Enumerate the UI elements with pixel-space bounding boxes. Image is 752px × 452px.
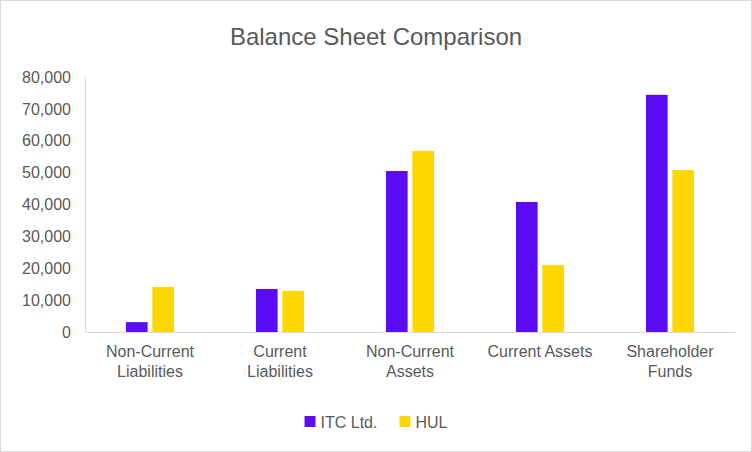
x-axis: Non-CurrentLiabilities CurrentLiabilities…	[86, 332, 736, 380]
chart-border	[1, 1, 752, 452]
chart: Balance Sheet Comparison 0 10,000 20,000 30,…	[0, 0, 752, 452]
title: Balance Sheet Comparison	[230, 23, 522, 50]
x-tick-label: Non-CurrentLiabilities	[106, 343, 195, 380]
series-bars	[152, 151, 694, 332]
y-tick-label: 70,000	[22, 100, 71, 117]
bar	[646, 95, 668, 332]
bar	[152, 287, 174, 332]
x-tick: CurrentLiabilities	[247, 332, 313, 380]
y-tick: 60,000	[22, 132, 85, 149]
legend-swatch	[305, 416, 316, 427]
bar	[412, 151, 434, 332]
y-tick: 0	[62, 324, 85, 341]
y-tick-label: 80,000	[22, 69, 71, 86]
y-tick: 80,000	[22, 69, 85, 86]
x-tick-label: Current Assets	[488, 343, 593, 360]
bar	[282, 291, 304, 332]
legend-label: ITC Ltd.	[321, 414, 378, 431]
y-tick: 10,000	[22, 292, 85, 309]
bar	[516, 202, 538, 332]
y-tick-label: 20,000	[22, 260, 71, 277]
x-tick: ShareholderFunds	[626, 332, 714, 380]
bar	[386, 171, 408, 332]
series-bars	[126, 95, 668, 332]
x-axis-line	[86, 332, 736, 333]
legend-item: ITC Ltd.	[305, 414, 378, 431]
y-tick-label: 30,000	[22, 228, 71, 245]
y-tick: 20,000	[22, 260, 85, 277]
y-axis-line	[85, 78, 86, 333]
y-tick: 40,000	[22, 196, 85, 213]
bars	[126, 95, 694, 332]
bar	[126, 322, 148, 332]
y-tick-label: 40,000	[22, 196, 71, 213]
y-axis: 0 10,000 20,000 30,000 40,000 50,000 60,000 70,…	[22, 69, 85, 341]
y-tick: 50,000	[22, 164, 85, 181]
x-tick: Non-CurrentAssets	[366, 332, 455, 380]
x-tick: Non-CurrentLiabilities	[106, 332, 195, 380]
x-tick-label: ShareholderFunds	[626, 343, 714, 380]
x-tick-label: Non-CurrentAssets	[366, 343, 455, 380]
y-tick-label: 0	[62, 324, 71, 341]
bar	[256, 289, 278, 332]
y-tick-label: 50,000	[22, 164, 71, 181]
bar	[672, 170, 694, 332]
x-tick-label: CurrentLiabilities	[247, 343, 313, 380]
plot: 0 10,000 20,000 30,000 40,000 50,000 60,000 70,…	[22, 69, 735, 381]
y-tick: 70,000	[22, 100, 85, 117]
y-tick: 30,000	[22, 228, 85, 245]
legend-label: HUL	[415, 414, 447, 431]
y-tick-label: 60,000	[22, 132, 71, 149]
x-tick: Current Assets	[488, 332, 593, 360]
legend: ITC Ltd. HUL	[305, 414, 448, 431]
legend-swatch	[399, 416, 410, 427]
y-tick-label: 10,000	[22, 292, 71, 309]
legend-item: HUL	[399, 414, 447, 431]
bar	[542, 265, 564, 332]
